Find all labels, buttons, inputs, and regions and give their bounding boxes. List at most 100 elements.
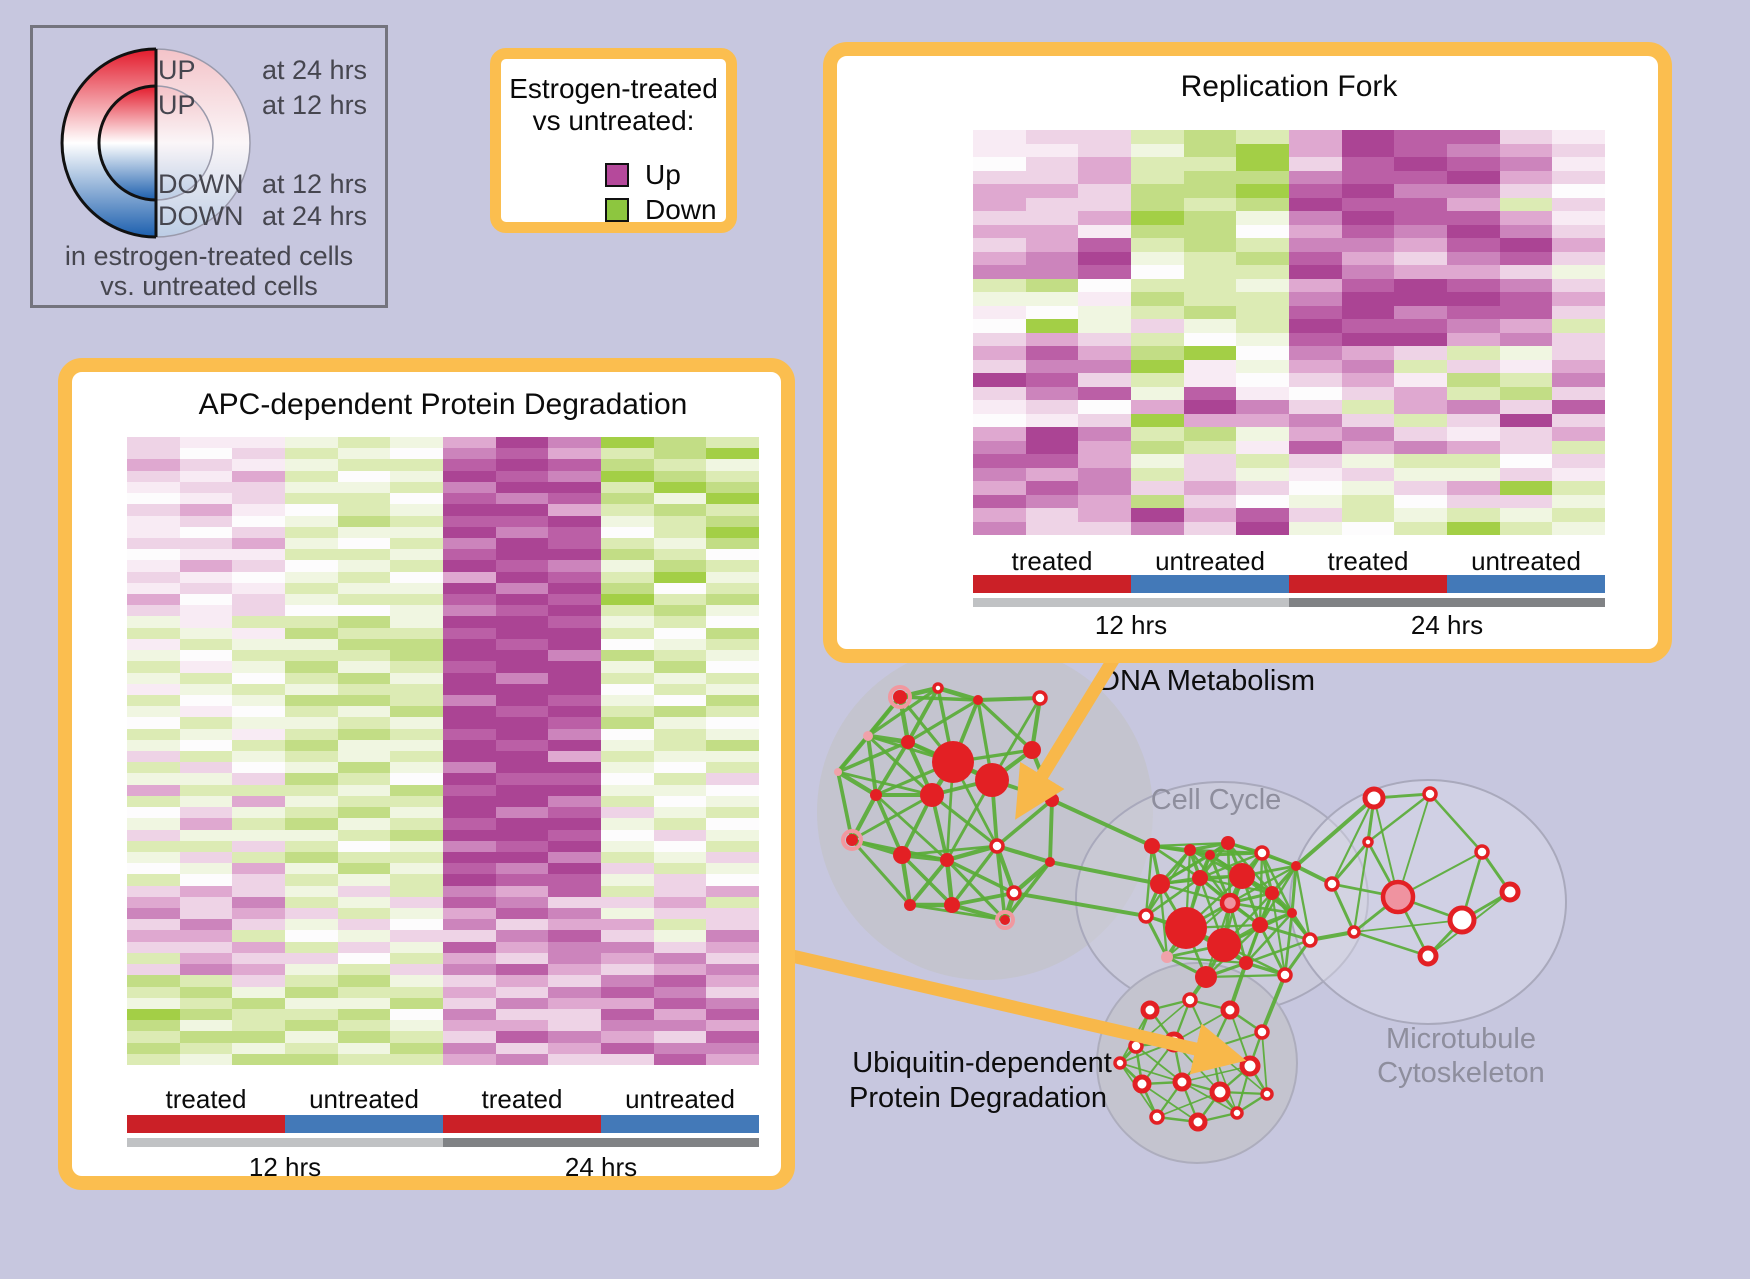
heatmap-cell	[337, 1031, 391, 1043]
fork-group-untreated-12: untreated	[1155, 546, 1265, 576]
network-node	[932, 741, 974, 783]
heatmap-cell	[1394, 508, 1447, 522]
heatmap-cell	[1183, 467, 1237, 481]
heatmap-cell	[495, 930, 549, 942]
heatmap-cell	[495, 829, 549, 841]
network-edge	[906, 687, 940, 743]
heatmap-cell	[1131, 211, 1184, 225]
heatmap-cell	[1236, 508, 1289, 522]
heatmap-cell	[390, 964, 443, 976]
heatmap-cell	[1552, 224, 1605, 238]
heatmap-cell	[1394, 170, 1447, 184]
network-edge	[1258, 924, 1287, 976]
heatmap-cell	[232, 504, 285, 516]
heatmap-cell	[495, 1042, 549, 1054]
heatmap-cell	[127, 1042, 180, 1054]
heatmap-cell	[285, 762, 338, 774]
heatmap-cell	[601, 896, 654, 908]
heatmap-cell	[1552, 359, 1605, 373]
heatmap-cell	[601, 605, 654, 617]
heatmap-cell	[1289, 224, 1342, 238]
heatmap-cell	[390, 694, 443, 707]
heatmap-cell	[653, 526, 707, 538]
expression-circle-legend: UP at 24 hrs UP at 12 hrs DOWN at 12 hrs…	[30, 25, 388, 308]
heatmap-cell	[706, 515, 759, 527]
heatmap-cell	[706, 694, 759, 707]
heatmap-cell	[1499, 157, 1553, 171]
network-edge	[1119, 1062, 1183, 1083]
network-node	[1499, 881, 1521, 903]
heatmap-cell	[390, 818, 443, 830]
down-label: Down	[645, 194, 717, 225]
heatmap-cell	[337, 964, 391, 976]
heatmap-cell	[495, 448, 549, 460]
heatmap-cell	[1394, 413, 1447, 427]
heatmap-cell	[495, 919, 549, 931]
heatmap-cell	[495, 952, 549, 965]
heatmap-cell	[232, 1031, 285, 1043]
heatmap-cell	[653, 504, 707, 516]
heatmap-cell	[495, 795, 549, 808]
heatmap-cell	[390, 807, 443, 819]
heatmap-cell	[1447, 130, 1500, 144]
heatmap-cell	[601, 930, 654, 942]
apc-12hrs-bar	[127, 1138, 443, 1147]
heatmap-cell	[1183, 346, 1237, 360]
heatmap-cell	[1183, 332, 1237, 346]
heatmap-cell	[179, 1053, 233, 1065]
heatmap-cell	[232, 638, 285, 651]
heatmap-cell	[179, 919, 233, 931]
heatmap-cell	[548, 863, 601, 875]
heatmap-cell	[390, 638, 443, 651]
network-edge	[996, 843, 1051, 865]
heatmap-cell	[653, 571, 707, 583]
fork-untreated-bar-24	[1447, 575, 1605, 593]
heatmap-cell	[1131, 373, 1184, 387]
heatmap-cell	[1078, 143, 1131, 157]
heatmap-cell	[443, 941, 496, 953]
network-node	[1219, 892, 1241, 914]
heatmap-cell	[653, 459, 707, 471]
fork-treated-bar-24	[1289, 575, 1447, 593]
heatmap-cell	[548, 964, 601, 976]
heatmap-cell	[179, 437, 233, 449]
heatmap-cell	[548, 908, 601, 920]
heatmap-cell	[390, 627, 443, 639]
heatmap-cell	[337, 706, 391, 718]
heatmap-cell	[548, 1008, 601, 1021]
heatmap-cell	[285, 818, 338, 830]
heatmap-cell	[495, 975, 549, 987]
heatmap-cell	[1289, 481, 1342, 495]
heatmap-cell	[1078, 130, 1131, 144]
node-halo	[841, 829, 863, 851]
network-edge	[1270, 892, 1287, 976]
heatmap-cell	[1499, 211, 1553, 225]
heatmap-cell	[285, 1020, 338, 1032]
heatmap-cell	[179, 616, 233, 628]
heatmap-cell	[1447, 184, 1500, 198]
heatmap-cell	[285, 807, 338, 819]
heatmap-cell	[548, 1020, 601, 1032]
fork-untreated-bar-12	[1131, 575, 1289, 593]
heatmap-cell	[495, 638, 549, 651]
legend-up-24-time: at 24 hrs	[262, 55, 368, 85]
network-edge	[1352, 841, 1370, 933]
heatmap-cell	[706, 795, 759, 808]
heatmap-cell	[443, 571, 496, 583]
heatmap-cell	[1289, 346, 1342, 360]
network-node	[1209, 1081, 1231, 1103]
network-node	[863, 731, 873, 741]
heatmap-cell	[601, 683, 654, 695]
heatmap-cell	[1499, 481, 1553, 495]
heatmap-cell	[1552, 400, 1605, 414]
heatmap-cell	[1447, 211, 1500, 225]
heatmap-cell	[973, 481, 1026, 495]
heatmap-cell	[179, 672, 233, 684]
heatmap-cell	[495, 459, 549, 471]
heatmap-cell	[1552, 521, 1605, 535]
heatmap-cell	[179, 560, 233, 572]
heatmap-cell	[601, 571, 654, 583]
heatmap-cell	[179, 594, 233, 606]
heatmap-cell	[1499, 521, 1553, 535]
network-node	[1113, 1056, 1127, 1070]
